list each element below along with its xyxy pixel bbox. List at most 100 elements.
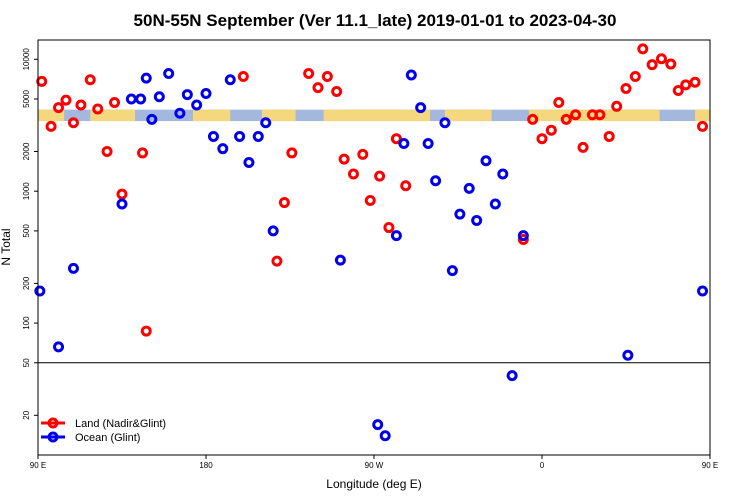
legend-ocean-marker [47, 431, 59, 443]
ocean-point [53, 341, 65, 353]
land-point [594, 109, 606, 121]
x-tick-label: 90 E [702, 461, 718, 470]
lat-band [38, 109, 710, 122]
ocean-point [174, 107, 186, 119]
land-point [60, 94, 72, 106]
land-point [84, 74, 96, 86]
ocean-point [430, 175, 442, 187]
band-land-segment [262, 109, 296, 122]
land-point [331, 85, 343, 97]
land-point [527, 113, 539, 125]
y-tick-label: 10000 [22, 48, 31, 71]
ocean-point [153, 91, 165, 103]
land-point [672, 84, 684, 96]
ocean-point [135, 93, 147, 105]
ocean-point [34, 285, 46, 297]
land-point [536, 133, 548, 145]
land-point [665, 58, 677, 70]
land-point [545, 124, 557, 136]
land-point [140, 325, 152, 337]
land-point [116, 188, 128, 200]
land-point [553, 97, 565, 109]
x-tick-label: 180 [199, 461, 213, 470]
ocean-point [234, 130, 246, 142]
land-point [655, 53, 667, 65]
ocean-point [398, 137, 410, 149]
ocean-point [372, 419, 384, 431]
ocean-point [471, 214, 483, 226]
land-point [357, 148, 369, 160]
band-land-segment [90, 109, 136, 122]
ocean-point [207, 130, 219, 142]
ocean-point [454, 208, 466, 220]
ocean-point [489, 198, 501, 210]
chart-title: 50N-55N September (Ver 11.1_late) 2019-0… [134, 11, 617, 30]
land-point [611, 100, 623, 112]
ocean-point [140, 72, 152, 84]
ocean-point [415, 102, 427, 114]
ocean-point [480, 155, 492, 167]
y-tick-label: 20 [22, 410, 31, 419]
land-point [560, 113, 572, 125]
land-point [517, 234, 529, 246]
band-land-segment [192, 109, 231, 122]
y-tick-label: 100 [22, 316, 31, 330]
ocean-point [243, 156, 255, 168]
land-point [321, 71, 333, 83]
land-point [53, 102, 65, 114]
ocean-point [334, 254, 346, 266]
ocean-point [506, 370, 518, 382]
ocean-point [217, 143, 229, 155]
ocean-point [422, 137, 434, 149]
x-axis-label: Longitude (deg E) [326, 477, 421, 491]
land-point [637, 43, 649, 55]
data-points [34, 43, 709, 442]
y-tick-label: 5000 [22, 90, 31, 108]
ocean-point [517, 230, 529, 242]
ocean-point [191, 99, 203, 111]
x-tick-label: 90 E [30, 461, 46, 470]
land-point [286, 147, 298, 159]
land-point [347, 168, 359, 180]
band-land-segment [695, 109, 710, 122]
ocean-point [497, 168, 509, 180]
ocean-point [390, 230, 402, 242]
land-point [646, 59, 658, 71]
land-point [374, 170, 386, 182]
ocean-point [224, 74, 236, 86]
ocean-point [200, 88, 212, 100]
legend: Land (Nadir&Glint) Ocean (Glint) [41, 417, 166, 444]
ocean-point [260, 117, 272, 129]
land-point [390, 133, 402, 145]
y-tick-label: 500 [22, 224, 31, 238]
legend-land-label: Land (Nadir&Glint) [75, 418, 166, 430]
ocean-point [252, 130, 264, 142]
ocean-point [125, 93, 137, 105]
land-point [620, 83, 632, 95]
ocean-point [181, 89, 193, 101]
x-tick-label: 0 [540, 461, 545, 470]
land-point [237, 71, 249, 83]
y-axis: 20 50 100 200 500 1000 2000 5000 10000 [22, 48, 38, 420]
land-point [400, 180, 412, 192]
land-point [45, 120, 57, 132]
land-point [312, 82, 324, 94]
ocean-point [622, 349, 634, 361]
ocean-point [439, 117, 451, 129]
land-point [680, 79, 692, 91]
ocean-point [146, 113, 158, 125]
ocean-point [446, 265, 458, 277]
plot-frame [37, 39, 711, 456]
ocean-point [163, 68, 175, 80]
land-point [689, 76, 701, 88]
legend-ocean-label: Ocean (Glint) [75, 432, 140, 444]
band-land-segment [528, 109, 660, 122]
land-point [271, 255, 283, 267]
land-point [338, 153, 350, 165]
land-point [92, 103, 104, 115]
ocean-point [116, 198, 128, 210]
x-axis: 90 E 180 90 W 0 90 E [30, 455, 718, 470]
legend-land-marker [47, 417, 59, 429]
y-tick-label: 1000 [22, 182, 31, 200]
band-land-segment [38, 109, 65, 122]
